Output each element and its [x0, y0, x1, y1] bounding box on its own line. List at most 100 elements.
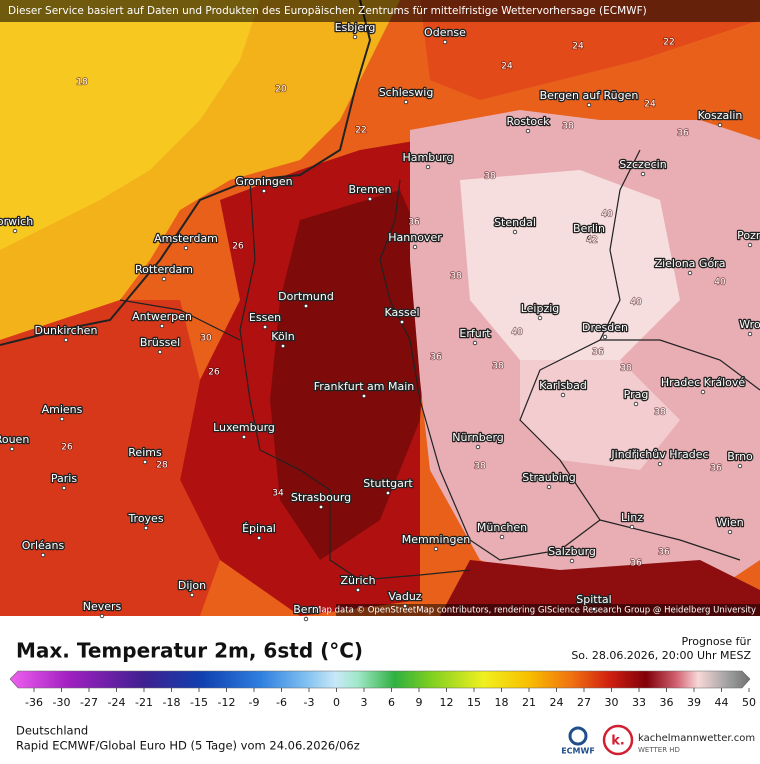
city-dot [12, 228, 18, 234]
tick-label: 50 [742, 696, 756, 709]
temperature-label: 38 [492, 362, 504, 372]
legend-ticks: -36 -30 -27 -24 -21 -18 -15 -12 -9 -6 -3 0 3 6 9 12 15 18… [25, 688, 756, 709]
city-dot [189, 592, 195, 598]
temperature-label: 38 [562, 122, 574, 132]
city-label: Essen [249, 311, 281, 324]
city-dot [385, 490, 391, 496]
city-label: Köln [271, 330, 294, 343]
city-label: Dunkirchen [35, 324, 98, 337]
tick-label: -36 [25, 696, 43, 709]
city-label: Pozn [737, 229, 760, 242]
city-dot [303, 303, 309, 309]
city-dot [241, 434, 247, 440]
city-label: Szczecin [619, 158, 666, 171]
baltic [420, 0, 760, 100]
city-label: Salzburg [548, 545, 596, 558]
notice-bar [0, 0, 760, 22]
city-label: Jindřichův Hradec [610, 448, 708, 461]
city-dot [586, 235, 592, 241]
city-label: Bremen [348, 183, 391, 196]
city-label: Troyes [127, 512, 163, 525]
city-label: Schleswig [379, 86, 434, 99]
city-label: Amiens [42, 403, 83, 416]
city-dot [355, 587, 361, 593]
city-dot [727, 529, 733, 535]
city-dot [403, 99, 409, 105]
extreme-region [460, 170, 680, 360]
tick-label: 36 [660, 696, 674, 709]
city-label: Hradec Králové [661, 376, 746, 389]
city-dot [475, 444, 481, 450]
tick-label: 24 [550, 696, 564, 709]
city-dot [747, 242, 753, 248]
temperature-label: 18 [76, 78, 88, 88]
city-label: Rotterdam [135, 263, 193, 276]
city-label: Rostock [506, 115, 550, 128]
city-dot [63, 337, 69, 343]
tick-label: 27 [577, 696, 591, 709]
city-dot [61, 485, 67, 491]
city-dot [442, 39, 448, 45]
city-label: Antwerpen [132, 310, 192, 323]
alps [440, 560, 760, 616]
temperature-label: 26 [61, 443, 73, 453]
city-dot [546, 484, 552, 490]
city-label: Straubing [522, 471, 576, 484]
city-label: Épinal [242, 522, 276, 535]
city-label: Koszalin [698, 109, 743, 122]
sea-cool [0, 0, 260, 250]
city-dot [433, 546, 439, 552]
city-dot [59, 416, 65, 422]
city-label: Amsterdam [154, 232, 218, 245]
city-dot [586, 102, 592, 108]
site-tagline: WETTER HD [638, 746, 680, 754]
city-dot [402, 603, 408, 609]
city-dot [399, 319, 405, 325]
tick-label: 12 [440, 696, 454, 709]
attribution: Map data © OpenStreetMap contributors, r… [314, 606, 756, 616]
city-label: Spittal [576, 593, 611, 606]
temperature-labels: 18 20 22 24 22 24 36 38 38 36 40 42 38 40 40 40 36 38 36 38… [61, 37, 727, 570]
city-dot [591, 606, 597, 612]
temperature-label: 24 [501, 62, 513, 72]
site-name: kachelmannwetter.com [638, 733, 755, 744]
city-label: Wien [716, 516, 743, 529]
city-dot [40, 552, 46, 558]
temperature-label: 28 [156, 461, 168, 471]
temperature-label: 40 [511, 328, 523, 338]
city-label: Hannover [388, 231, 442, 244]
city-label: Wro [739, 318, 760, 331]
city-dot [303, 616, 309, 622]
city-dot [717, 122, 723, 128]
city-dot [499, 534, 505, 540]
tick-label: -24 [108, 696, 126, 709]
city-dot [352, 34, 358, 40]
tick-label: -12 [218, 696, 236, 709]
temperature-label: 24 [644, 100, 656, 110]
city-dot [262, 324, 268, 330]
city-dot [537, 315, 543, 321]
borders [0, 0, 760, 581]
extreme-region-south [520, 360, 680, 470]
region: Deutschland [16, 724, 88, 738]
city-dot [425, 164, 431, 170]
tick-label: 9 [416, 696, 423, 709]
city-label: Bergen auf Rügen [540, 89, 639, 102]
city-label: München [477, 521, 527, 534]
city-dot [157, 349, 163, 355]
temperature-label: 20 [275, 85, 287, 95]
city-dot [161, 276, 167, 282]
site-logo-mark: k. [611, 734, 625, 749]
city-label: Leipzig [521, 302, 560, 315]
notice: Dieser Service basiert auf Daten und Pro… [8, 5, 647, 17]
temperature-label: 40 [601, 210, 613, 220]
legend-title: Max. Temperatur 2m, 6std (°C) [16, 639, 363, 663]
temperature-label: 36 [677, 129, 689, 139]
city-label: Nevers [83, 600, 122, 613]
tick-label: -21 [135, 696, 153, 709]
city-dot [361, 393, 367, 399]
tick-label: -6 [276, 696, 287, 709]
city-label: Reims [128, 446, 162, 459]
city-label: Vaduz [388, 590, 421, 603]
